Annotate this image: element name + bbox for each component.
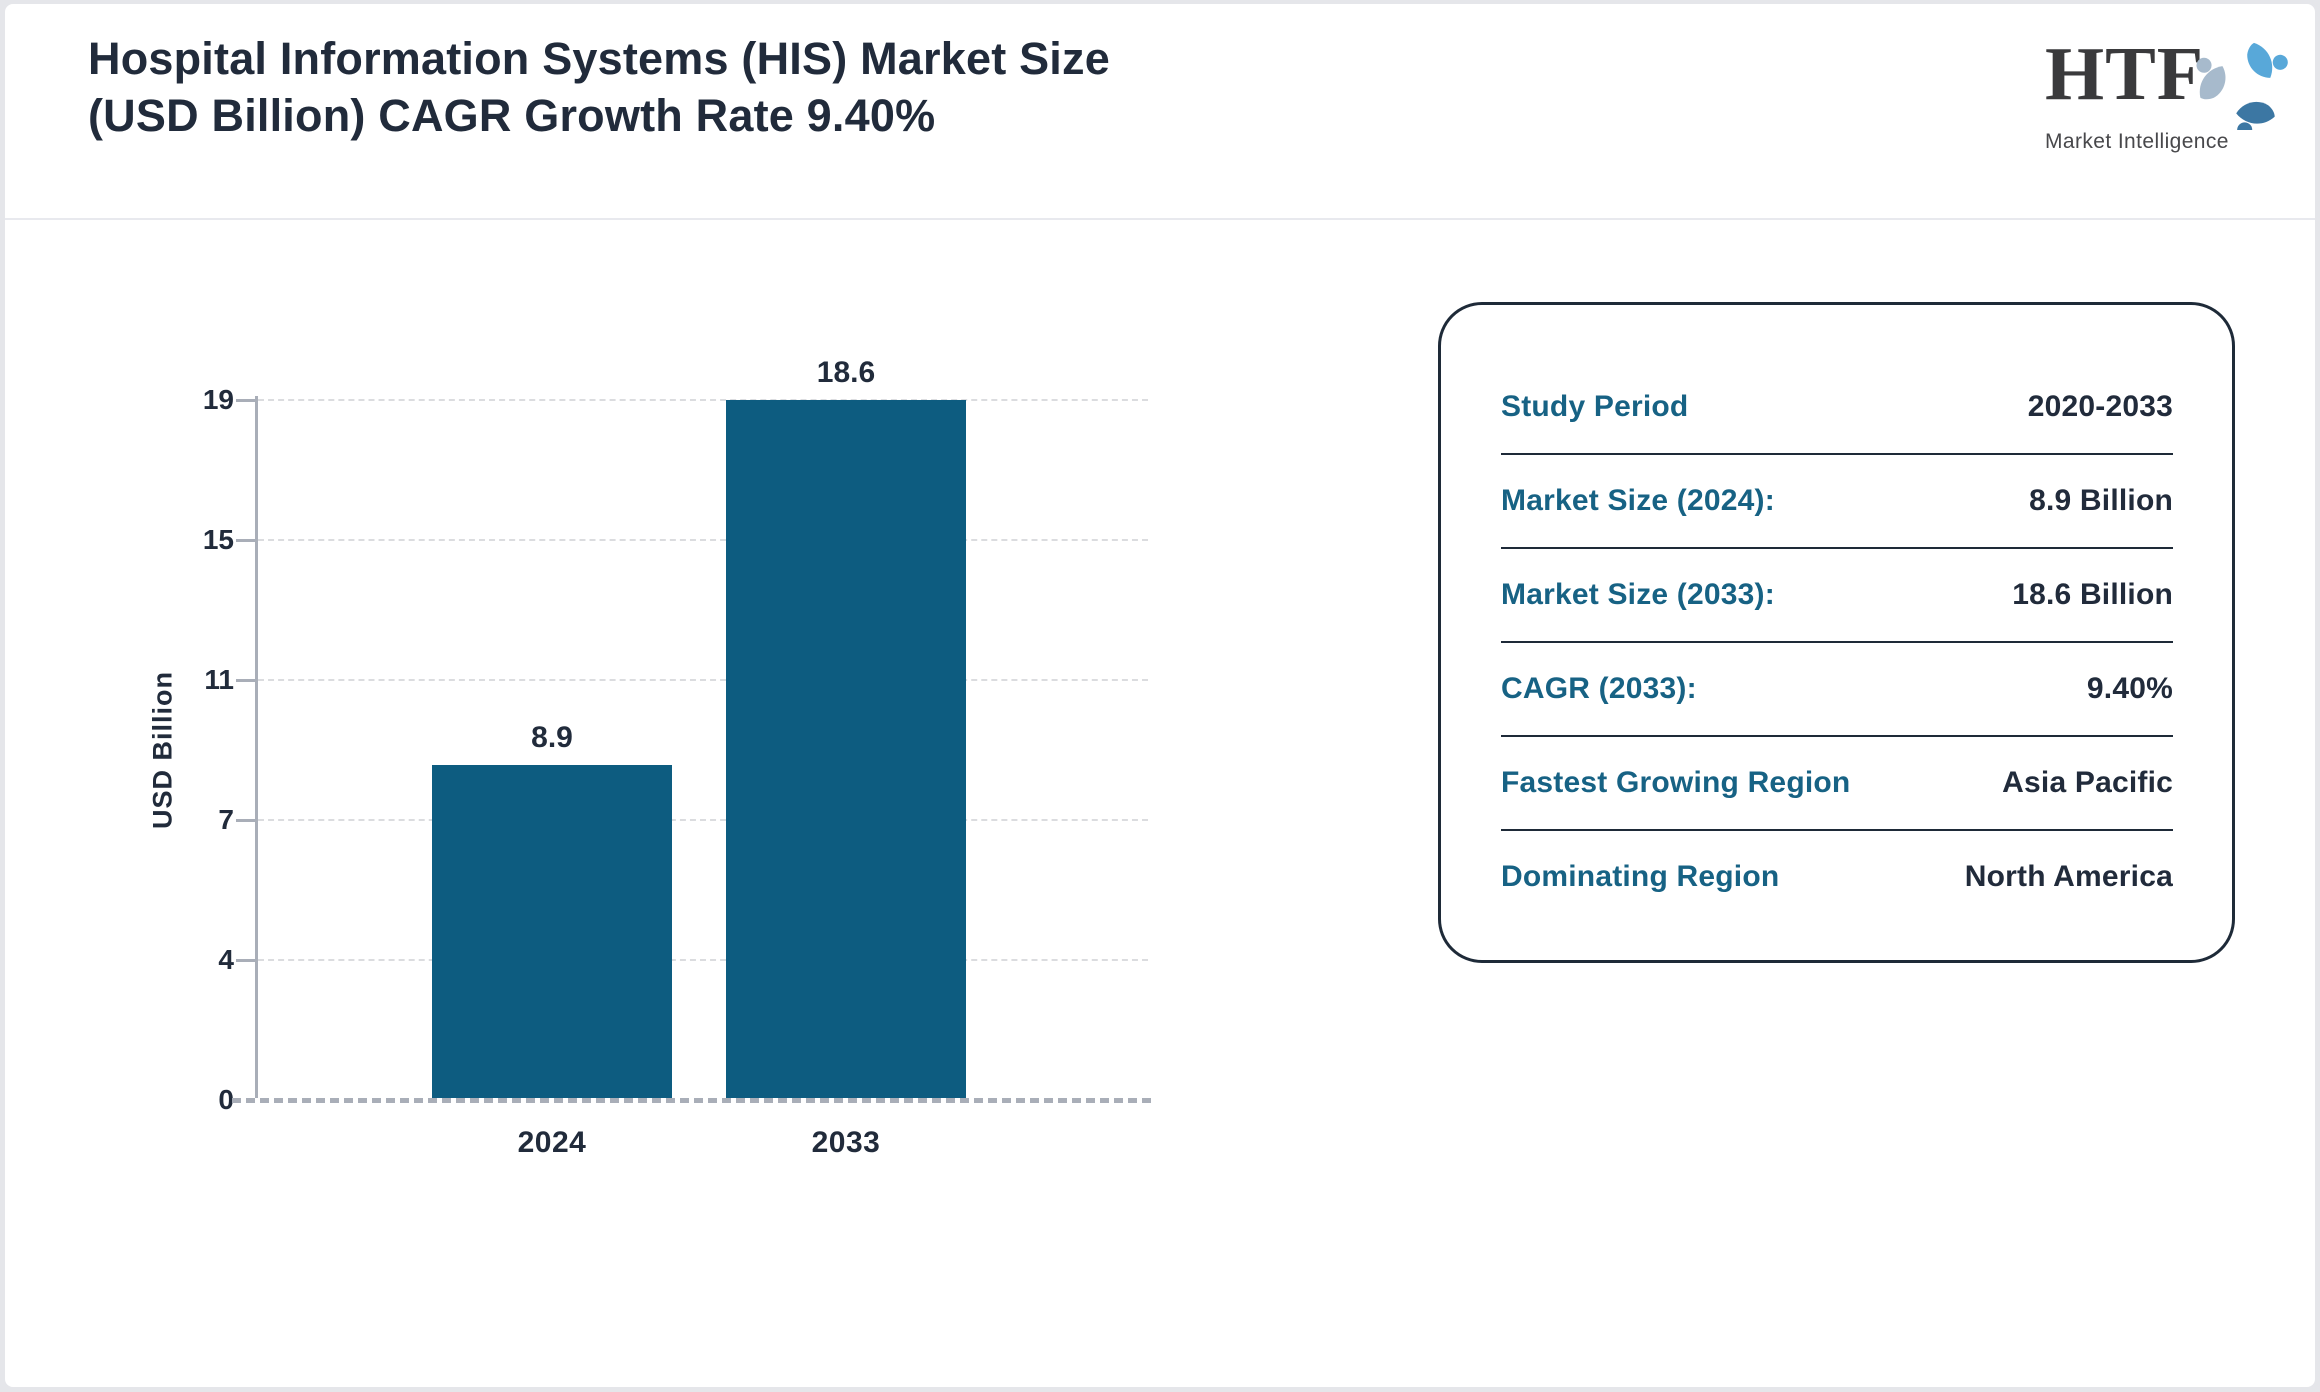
people-swirl-logo-icon (2196, 42, 2289, 130)
y-tick-label: 7 (218, 804, 234, 835)
y-tick-label: 4 (218, 944, 234, 975)
y-tick-mark (236, 818, 258, 822)
y-tick-label: 15 (202, 524, 234, 555)
gridline (258, 399, 1148, 401)
bar-chart-plot-area: 8.9 2024 18.6 2033 (258, 356, 1148, 1159)
summary-label: Market Size (2024): (1501, 484, 1775, 517)
summary-value: North America (1964, 860, 2173, 893)
gridline (258, 819, 1148, 821)
bar-value-label: 18.6 (816, 356, 876, 389)
summary-label: Dominating Region (1501, 860, 1780, 893)
summary-label: Study Period (1501, 390, 1689, 423)
bar-2033 (726, 400, 966, 1100)
gridline (258, 959, 1148, 961)
y-tick-label: 11 (204, 664, 234, 695)
y-tick-label: 19 (202, 384, 234, 415)
summary-row-cagr: CAGR (2033): 9.40% (1501, 643, 2173, 737)
summary-value: 18.6 Billion (2012, 578, 2173, 611)
summary-row-dominating-region: Dominating Region North America (1501, 831, 2173, 923)
summary-value: 2020-2033 (2027, 390, 2173, 423)
header-divider (5, 218, 2315, 220)
summary-row-fastest-growing-region: Fastest Growing Region Asia Pacific (1501, 737, 2173, 831)
bar-value-label: 8.9 (531, 721, 573, 755)
x-axis-baseline (232, 1098, 1152, 1103)
y-tick-mark (236, 958, 258, 962)
y-axis-title: USD Billion (147, 671, 178, 829)
market-summary-panel: Study Period 2020-2033 Market Size (2024… (1438, 302, 2235, 963)
summary-value: Asia Pacific (2002, 766, 2173, 799)
gridline (258, 679, 1148, 681)
summary-label: CAGR (2033): (1501, 672, 1697, 705)
bar-2024 (432, 765, 672, 1100)
y-tick-mark (236, 538, 258, 542)
summary-row-study-period: Study Period 2020-2033 (1501, 361, 2173, 455)
summary-value: 8.9 Billion (2029, 484, 2173, 517)
page-title-line1: Hospital Information Systems (HIS) Marke… (88, 33, 1110, 84)
y-axis-line (255, 396, 258, 1102)
page-title: Hospital Information Systems (HIS) Marke… (88, 30, 1488, 144)
y-tick-mark (236, 398, 258, 402)
summary-row-market-size-2033: Market Size (2033): 18.6 Billion (1501, 549, 2173, 643)
summary-label: Market Size (2033): (1501, 578, 1775, 611)
summary-label: Fastest Growing Region (1501, 766, 1851, 799)
y-tick-label: 0 (218, 1084, 234, 1115)
summary-value: 9.40% (2086, 672, 2173, 705)
gridline (258, 539, 1148, 541)
logo-wordmark: HTF (2045, 32, 2205, 116)
page-title-line2: (USD Billion) CAGR Growth Rate 9.40% (88, 90, 936, 141)
summary-row-market-size-2024: Market Size (2024): 8.9 Billion (1501, 455, 2173, 549)
y-tick-mark (236, 678, 258, 682)
x-category-label: 2033 (811, 1126, 881, 1159)
brand-logo: HTF Market Inte (2045, 32, 2289, 154)
x-category-label: 2024 (517, 1126, 587, 1159)
logo-tagline: Market Intelligence (2045, 130, 2229, 153)
